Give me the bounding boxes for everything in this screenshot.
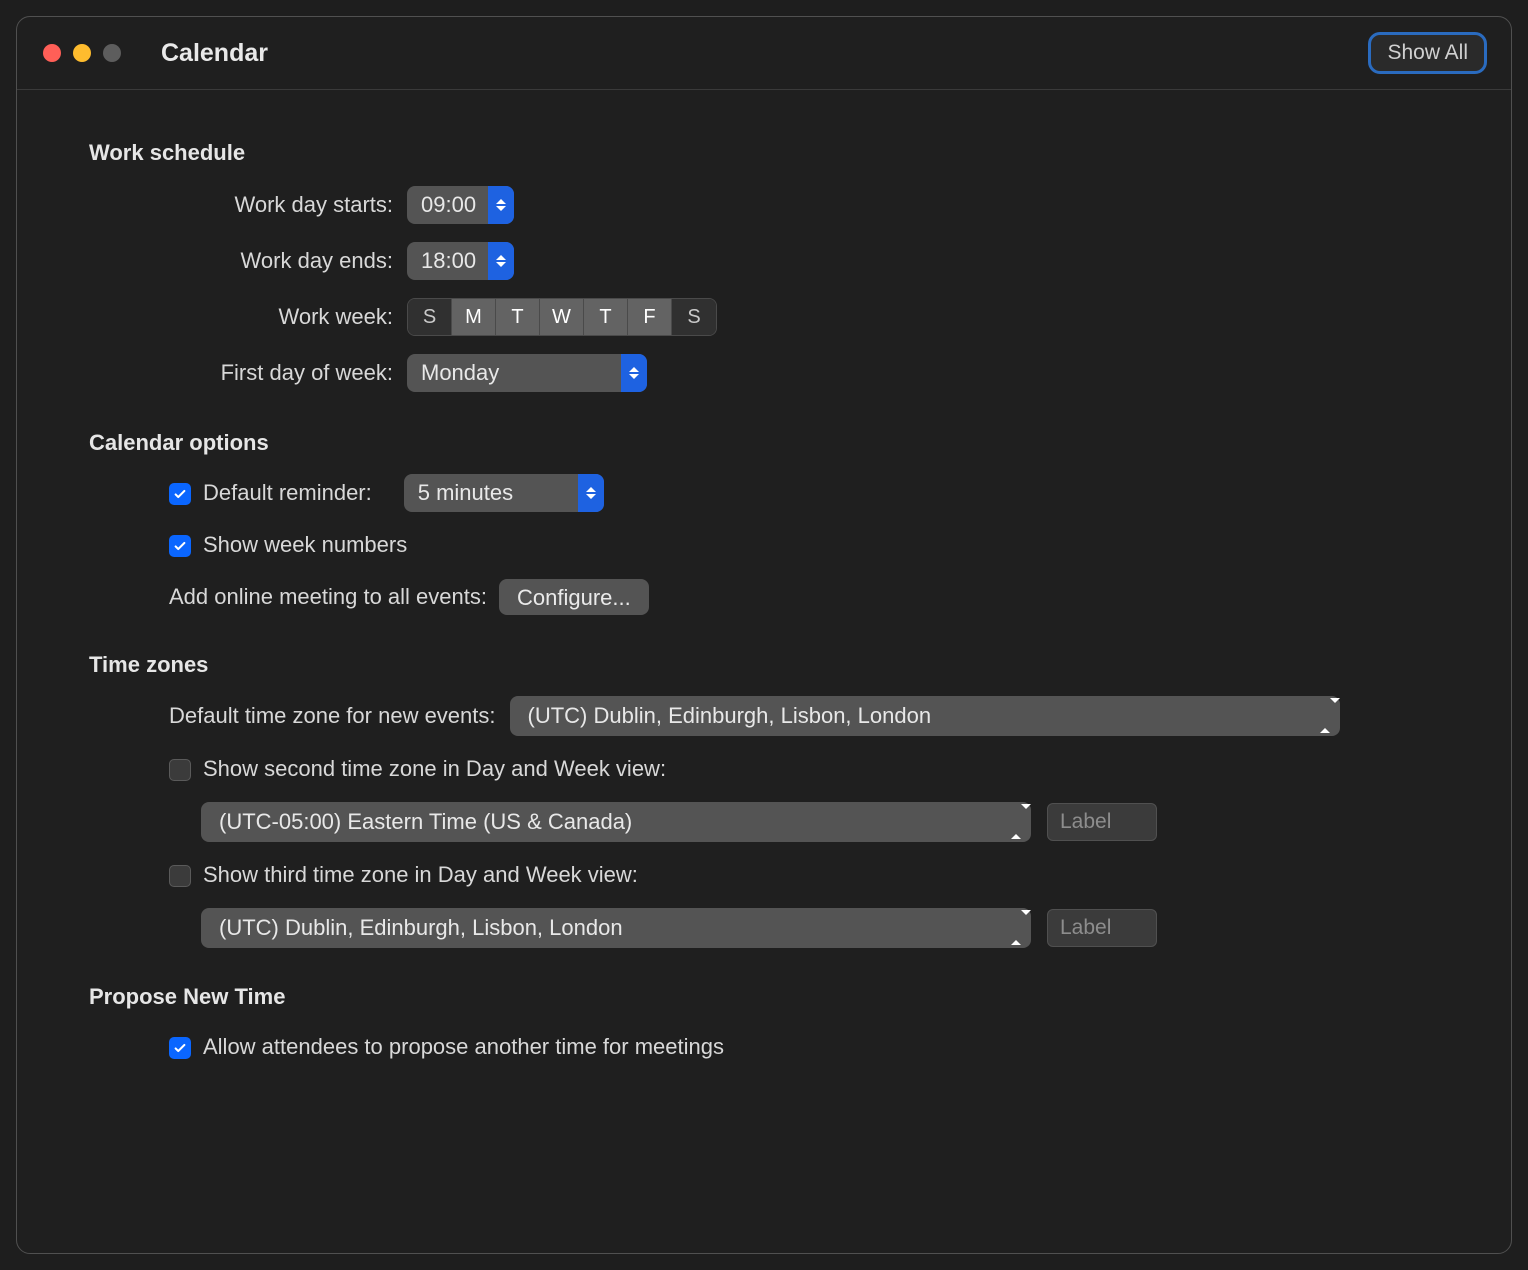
label-second-timezone: Show second time zone in Day and Week vi… bbox=[203, 756, 666, 782]
dropdown-third-timezone[interactable]: (UTC) Dublin, Edinburgh, Lisbon, London bbox=[201, 908, 1031, 948]
window-title: Calendar bbox=[161, 39, 268, 68]
label-workday-starts: Work day starts: bbox=[89, 192, 407, 218]
close-window-button[interactable] bbox=[43, 44, 61, 62]
input-second-timezone-label[interactable]: Label bbox=[1047, 803, 1157, 841]
row-third-tz-value: (UTC) Dublin, Edinburgh, Lisbon, London … bbox=[89, 908, 1439, 948]
row-show-week-numbers: Show week numbers bbox=[169, 526, 1439, 564]
value-workday-starts: 09:00 bbox=[421, 192, 476, 218]
checkbox-allow-propose[interactable] bbox=[169, 1037, 191, 1059]
dropdown-default-reminder[interactable]: 5 minutes bbox=[404, 474, 604, 512]
label-first-day: First day of week: bbox=[89, 360, 407, 386]
section-title-calendar-options: Calendar options bbox=[89, 430, 1439, 456]
stepper-icon bbox=[488, 186, 514, 224]
section-title-work-schedule: Work schedule bbox=[89, 140, 1439, 166]
label-workday-ends: Work day ends: bbox=[89, 248, 407, 274]
checkbox-default-reminder[interactable] bbox=[169, 483, 191, 505]
maximize-window-button bbox=[103, 44, 121, 62]
stepper-icon bbox=[1011, 915, 1031, 941]
row-online-meeting: Add online meeting to all events: Config… bbox=[169, 578, 1439, 616]
label-third-timezone: Show third time zone in Day and Week vie… bbox=[203, 862, 638, 888]
work-week-day-1[interactable]: M bbox=[452, 299, 496, 335]
preferences-body: Work schedule Work day starts: 09:00 Wor… bbox=[17, 90, 1511, 1142]
section-calendar-options: Calendar options Default reminder: 5 min… bbox=[89, 430, 1439, 616]
row-second-tz-value: (UTC-05:00) Eastern Time (US & Canada) L… bbox=[89, 802, 1439, 842]
dropdown-first-day[interactable]: Monday bbox=[407, 354, 647, 392]
work-week-day-6[interactable]: S bbox=[672, 299, 716, 335]
work-week-segmented[interactable]: SMTWTFS bbox=[407, 298, 717, 336]
value-default-reminder: 5 minutes bbox=[418, 480, 513, 506]
check-icon bbox=[173, 1041, 187, 1055]
value-second-timezone: (UTC-05:00) Eastern Time (US & Canada) bbox=[219, 809, 632, 835]
section-work-schedule: Work schedule Work day starts: 09:00 Wor… bbox=[89, 140, 1439, 394]
label-show-week-numbers: Show week numbers bbox=[203, 532, 407, 558]
traffic-lights bbox=[43, 44, 121, 62]
titlebar: Calendar Show All bbox=[17, 17, 1511, 90]
dropdown-workday-ends[interactable]: 18:00 bbox=[407, 242, 514, 280]
value-workday-ends: 18:00 bbox=[421, 248, 476, 274]
check-icon bbox=[173, 539, 187, 553]
section-title-time-zones: Time zones bbox=[89, 652, 1439, 678]
preferences-window: Calendar Show All Work schedule Work day… bbox=[16, 16, 1512, 1254]
checkbox-show-week-numbers[interactable] bbox=[169, 535, 191, 557]
value-default-timezone: (UTC) Dublin, Edinburgh, Lisbon, London bbox=[528, 703, 932, 729]
stepper-icon bbox=[578, 474, 604, 512]
stepper-icon bbox=[1011, 809, 1031, 835]
stepper-icon bbox=[488, 242, 514, 280]
value-first-day: Monday bbox=[421, 360, 499, 386]
stepper-icon bbox=[1320, 703, 1340, 729]
dropdown-workday-starts[interactable]: 09:00 bbox=[407, 186, 514, 224]
row-first-day: First day of week: Monday bbox=[89, 352, 1439, 394]
label-default-timezone: Default time zone for new events: bbox=[169, 703, 496, 729]
row-workday-ends: Work day ends: 18:00 bbox=[89, 240, 1439, 282]
row-work-week: Work week: SMTWTFS bbox=[89, 296, 1439, 338]
show-all-button[interactable]: Show All bbox=[1368, 32, 1487, 74]
input-third-timezone-label[interactable]: Label bbox=[1047, 909, 1157, 947]
work-week-day-0[interactable]: S bbox=[408, 299, 452, 335]
work-week-day-3[interactable]: W bbox=[540, 299, 584, 335]
label-work-week: Work week: bbox=[89, 304, 407, 330]
dropdown-second-timezone[interactable]: (UTC-05:00) Eastern Time (US & Canada) bbox=[201, 802, 1031, 842]
checkbox-third-timezone[interactable] bbox=[169, 865, 191, 887]
row-second-tz-toggle: Show second time zone in Day and Week vi… bbox=[169, 750, 1439, 788]
configure-online-meeting-button[interactable]: Configure... bbox=[499, 579, 649, 615]
work-week-day-2[interactable]: T bbox=[496, 299, 540, 335]
stepper-icon bbox=[621, 354, 647, 392]
section-title-propose-new-time: Propose New Time bbox=[89, 984, 1439, 1010]
row-third-tz-toggle: Show third time zone in Day and Week vie… bbox=[169, 856, 1439, 894]
row-default-reminder: Default reminder: 5 minutes bbox=[169, 474, 1439, 512]
label-allow-propose: Allow attendees to propose another time … bbox=[203, 1034, 724, 1060]
value-third-timezone: (UTC) Dublin, Edinburgh, Lisbon, London bbox=[219, 915, 623, 941]
label-default-reminder: Default reminder: bbox=[203, 480, 372, 506]
work-week-day-5[interactable]: F bbox=[628, 299, 672, 335]
check-icon bbox=[173, 487, 187, 501]
placeholder-second-tz-label: Label bbox=[1060, 810, 1111, 834]
work-week-day-4[interactable]: T bbox=[584, 299, 628, 335]
dropdown-default-timezone[interactable]: (UTC) Dublin, Edinburgh, Lisbon, London bbox=[510, 696, 1340, 736]
minimize-window-button[interactable] bbox=[73, 44, 91, 62]
label-online-meeting: Add online meeting to all events: bbox=[169, 584, 487, 610]
row-allow-propose: Allow attendees to propose another time … bbox=[169, 1028, 1439, 1066]
row-workday-starts: Work day starts: 09:00 bbox=[89, 184, 1439, 226]
placeholder-third-tz-label: Label bbox=[1060, 916, 1111, 940]
checkbox-second-timezone[interactable] bbox=[169, 759, 191, 781]
section-time-zones: Time zones Default time zone for new eve… bbox=[89, 652, 1439, 948]
row-default-timezone: Default time zone for new events: (UTC) … bbox=[169, 696, 1439, 736]
section-propose-new-time: Propose New Time Allow attendees to prop… bbox=[89, 984, 1439, 1066]
